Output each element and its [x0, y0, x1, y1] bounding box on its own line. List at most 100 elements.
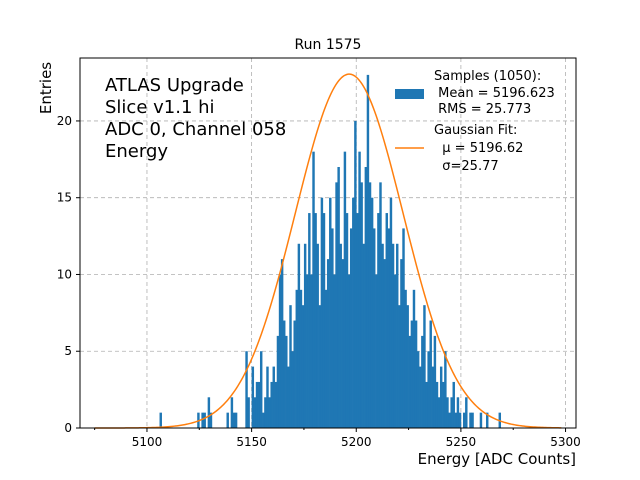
- x-tick-label: 5150: [236, 435, 267, 449]
- histogram-bar: [377, 213, 380, 428]
- histogram-bar: [306, 274, 309, 428]
- histogram-bar: [372, 228, 376, 428]
- histogram-bar: [381, 243, 384, 428]
- histogram-bar: [414, 320, 418, 428]
- histogram-bar: [230, 397, 234, 428]
- histogram-bar: [410, 320, 414, 428]
- histogram-bar: [209, 412, 213, 428]
- histogram-bar: [278, 274, 282, 428]
- histogram-bar: [400, 259, 403, 428]
- histogram-bar: [234, 412, 238, 428]
- annotation-block: ATLAS Upgrade Slice v1.1 hi ADC 0, Chann…: [105, 75, 286, 162]
- histogram-bar: [320, 197, 324, 428]
- histogram-bar: [203, 412, 206, 428]
- histogram-bar: [326, 259, 330, 428]
- y-tick-label: 15: [57, 191, 72, 205]
- histogram-bar: [427, 351, 430, 428]
- legend-fit-sigma: σ=25.77: [434, 159, 499, 174]
- histogram-bar: [387, 228, 391, 428]
- histogram-bar: [364, 167, 368, 428]
- histogram-bar: [293, 320, 296, 428]
- histogram-bar: [255, 381, 259, 428]
- histogram-bar: [247, 397, 250, 428]
- annotation-line: ATLAS Upgrade: [105, 75, 244, 96]
- histogram-bar: [339, 243, 342, 428]
- y-axis-label: Entries: [37, 62, 55, 114]
- histogram-bar: [429, 320, 432, 428]
- legend-fit-label: Gaussian Fit:: [434, 123, 517, 138]
- histogram-bar: [416, 351, 420, 428]
- histogram-bar: [391, 243, 395, 428]
- histogram-bar: [251, 366, 255, 428]
- histogram-bar: [257, 381, 261, 428]
- histogram-bar: [389, 197, 393, 428]
- histogram-bar: [341, 259, 345, 428]
- histogram-bar: [329, 197, 332, 428]
- histogram-bar: [379, 182, 382, 428]
- histogram-bar: [431, 366, 435, 428]
- histogram-bar: [454, 412, 458, 428]
- legend-fit-mu: μ = 5196.62: [434, 141, 523, 156]
- histogram-bar: [402, 228, 405, 428]
- histogram-bar: [343, 151, 347, 428]
- histogram-bar: [303, 243, 307, 428]
- histogram-bar: [310, 274, 313, 428]
- histogram-bar: [356, 213, 359, 428]
- histogram-bar: [226, 412, 229, 428]
- histogram-bar: [370, 197, 374, 428]
- histogram-bar: [465, 397, 468, 428]
- histogram-bar: [301, 305, 305, 428]
- histogram-bar: [444, 351, 447, 428]
- chart-title: Run 1575: [295, 37, 362, 53]
- histogram-bar: [337, 167, 340, 428]
- histogram-bar: [245, 351, 248, 428]
- histogram-bar: [312, 151, 315, 428]
- histogram-bar: [291, 351, 294, 428]
- histogram-bar: [486, 412, 489, 428]
- histogram-bar: [159, 412, 162, 428]
- histogram-bar: [458, 412, 462, 428]
- x-tick-label: 5300: [550, 435, 581, 449]
- histogram-bar: [358, 151, 361, 428]
- histogram-bar: [354, 120, 357, 429]
- histogram-bar: [437, 397, 441, 428]
- histogram-bar: [345, 213, 349, 428]
- x-tick-label: 5250: [446, 435, 477, 449]
- histogram-bar: [469, 412, 472, 428]
- histogram-bar: [398, 305, 401, 428]
- histogram-bar: [352, 197, 355, 428]
- histogram-bar: [274, 381, 278, 428]
- histogram-bar: [333, 274, 336, 428]
- histogram-bar: [253, 397, 257, 428]
- histogram-bar: [299, 289, 303, 428]
- legend: Samples (1050): Mean = 5196.623 RMS = 25…: [395, 69, 555, 174]
- y-tick-label: 10: [57, 267, 72, 281]
- histogram-bar: [268, 397, 271, 428]
- histogram-bar: [404, 289, 407, 428]
- histogram-bar: [322, 213, 326, 428]
- histogram-bar: [412, 289, 416, 428]
- histogram-bar: [435, 381, 439, 428]
- histogram-bar: [471, 412, 474, 428]
- histogram-bar: [289, 305, 292, 428]
- histogram-bar: [270, 381, 273, 428]
- x-tick-label: 5100: [132, 435, 163, 449]
- histogram-bar: [259, 351, 263, 428]
- histogram-bar: [287, 366, 290, 428]
- gaussian-fit-curve: [94, 73, 562, 429]
- histogram-bar: [456, 397, 460, 428]
- histogram-bar: [462, 412, 466, 428]
- histogram-bar: [297, 243, 301, 428]
- histogram-bars: [159, 74, 502, 429]
- annotation-line: ADC 0, Channel 058: [105, 119, 286, 140]
- histogram-bar: [272, 366, 275, 428]
- histogram-bar: [393, 274, 397, 428]
- histogram-bar: [375, 274, 378, 428]
- histogram-bar: [283, 320, 286, 428]
- histogram-bar: [201, 412, 204, 428]
- histogram-bar: [446, 397, 449, 428]
- histogram-bar: [423, 305, 426, 428]
- legend-histogram-swatch: [395, 89, 424, 99]
- histogram-bar: [425, 381, 428, 428]
